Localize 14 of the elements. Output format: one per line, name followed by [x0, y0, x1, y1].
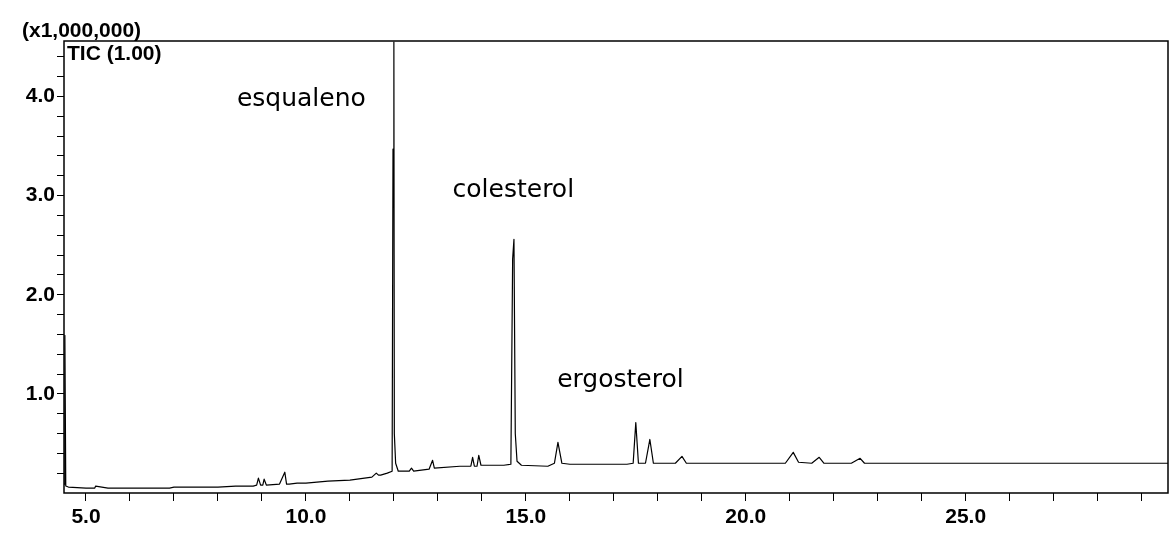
x-tick-label: 25.0: [945, 504, 987, 528]
x-tick-label: 15.0: [505, 504, 547, 528]
x-tick-label: 20.0: [725, 504, 767, 528]
annotation: ergosterol: [557, 363, 684, 393]
x-tick-label: 10.0: [285, 504, 327, 528]
text: TIC (1.00): [67, 41, 162, 65]
y-tick-label: 2.0: [25, 281, 55, 305]
y-axis-title: (x1,000,000): [22, 18, 142, 42]
x-tick-label: 5.0: [71, 504, 101, 528]
annotation: colesterol: [452, 173, 575, 203]
y-tick-label: 4.0: [25, 83, 55, 107]
y-tick-label: 3.0: [25, 182, 55, 206]
annotation: esqualeno: [236, 83, 366, 113]
y-tick-label: 1.0: [25, 380, 55, 404]
